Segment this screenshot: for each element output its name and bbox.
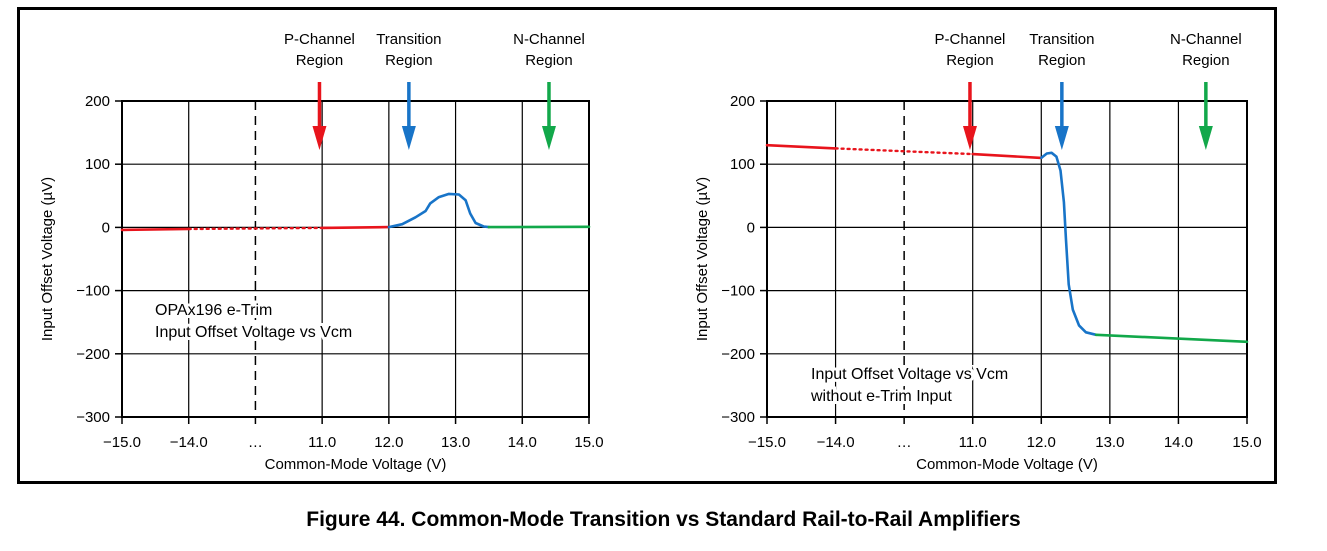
region-label: Region <box>1038 52 1086 69</box>
annotation-text: OPAx196 e-Trim <box>155 302 272 319</box>
x-tick-label: … <box>248 434 263 451</box>
y-axis-title: Input Offset Voltage (µV) <box>39 177 56 341</box>
region-label: Region <box>296 52 344 69</box>
series-line-2 <box>1040 151 1098 337</box>
series-line-1 <box>765 143 837 150</box>
region-arrow-head <box>401 126 416 150</box>
region-arrow-head <box>1054 126 1069 150</box>
x-tick-label: 12.0 <box>374 434 403 451</box>
series-line-1 <box>187 226 324 231</box>
chart-panel-1: 200 100 0 −100 −200 −300 −15.0 −14.0 … 11.0 12.0 13… <box>39 31 604 473</box>
series-line-2 <box>387 192 491 229</box>
x-tick-label: 14.0 <box>1164 434 1193 451</box>
y-tick-label: −300 <box>76 409 110 426</box>
region-arrow-head <box>541 126 556 150</box>
y-tick-label: −300 <box>721 409 755 426</box>
region-label: Transition <box>1029 31 1094 48</box>
x-tick-label: 12.0 <box>1027 434 1056 451</box>
x-tick-label: 14.0 <box>508 434 537 451</box>
x-tick-label: … <box>897 434 912 451</box>
y-tick-label: 100 <box>85 156 110 173</box>
annotation-text: Input Offset Voltage vs Vcm <box>811 366 1008 383</box>
x-tick-label: 13.0 <box>1095 434 1124 451</box>
region-label: P-Channel <box>935 31 1006 48</box>
annotation-text: without e-Trim Input <box>810 388 952 405</box>
y-tick-label: 0 <box>747 219 755 236</box>
x-tick-label: 15.0 <box>1232 434 1261 451</box>
series-line-3 <box>1094 333 1249 344</box>
chart-panel-2: 200 100 0 −100 −200 −300 −15.0 −14.0 … 11.0 12.0 13… <box>694 31 1262 473</box>
region-label: Region <box>946 52 994 69</box>
x-tick-label: −14.0 <box>817 434 855 451</box>
y-tick-label: 100 <box>730 156 755 173</box>
y-tick-label: 200 <box>730 93 755 110</box>
region-label: Transition <box>376 31 441 48</box>
y-axis-title: Input Offset Voltage (µV) <box>694 177 711 341</box>
region-label: Region <box>525 52 573 69</box>
region-label: Region <box>1182 52 1230 69</box>
y-tick-label: −200 <box>721 346 755 363</box>
plot-area <box>121 100 590 418</box>
plot-area <box>766 100 1248 418</box>
region-label: P-Channel <box>284 31 355 48</box>
x-tick-label: −15.0 <box>103 434 141 451</box>
x-tick-label: 15.0 <box>574 434 603 451</box>
series-line-1 <box>120 227 190 232</box>
x-axis-title: Common-Mode Voltage (V) <box>265 456 447 473</box>
x-tick-label: 13.0 <box>441 434 470 451</box>
series-line-1 <box>971 152 1043 160</box>
x-tick-label: 11.0 <box>308 434 336 451</box>
series-line-1 <box>320 225 391 230</box>
x-axis-title: Common-Mode Voltage (V) <box>916 456 1098 473</box>
x-tick-label: −14.0 <box>170 434 208 451</box>
annotation-text: Input Offset Voltage vs Vcm <box>155 324 352 341</box>
region-label: N-Channel <box>1170 31 1242 48</box>
y-tick-label: −100 <box>76 283 110 300</box>
y-tick-label: 200 <box>85 93 110 110</box>
region-arrow-head <box>312 126 327 150</box>
x-tick-label: −15.0 <box>748 434 786 451</box>
region-arrow-head <box>962 126 977 150</box>
region-label: Region <box>385 52 433 69</box>
figure-frame <box>17 7 1277 484</box>
y-tick-label: −100 <box>721 283 755 300</box>
series-line-1 <box>834 147 974 156</box>
y-tick-label: 0 <box>102 219 110 236</box>
region-arrow-head <box>1198 126 1213 150</box>
y-tick-label: −200 <box>76 346 110 363</box>
figure-caption: Figure 44. Common-Mode Transition vs Sta… <box>306 508 1021 531</box>
region-label: N-Channel <box>513 31 585 48</box>
x-tick-label: 11.0 <box>959 434 987 451</box>
